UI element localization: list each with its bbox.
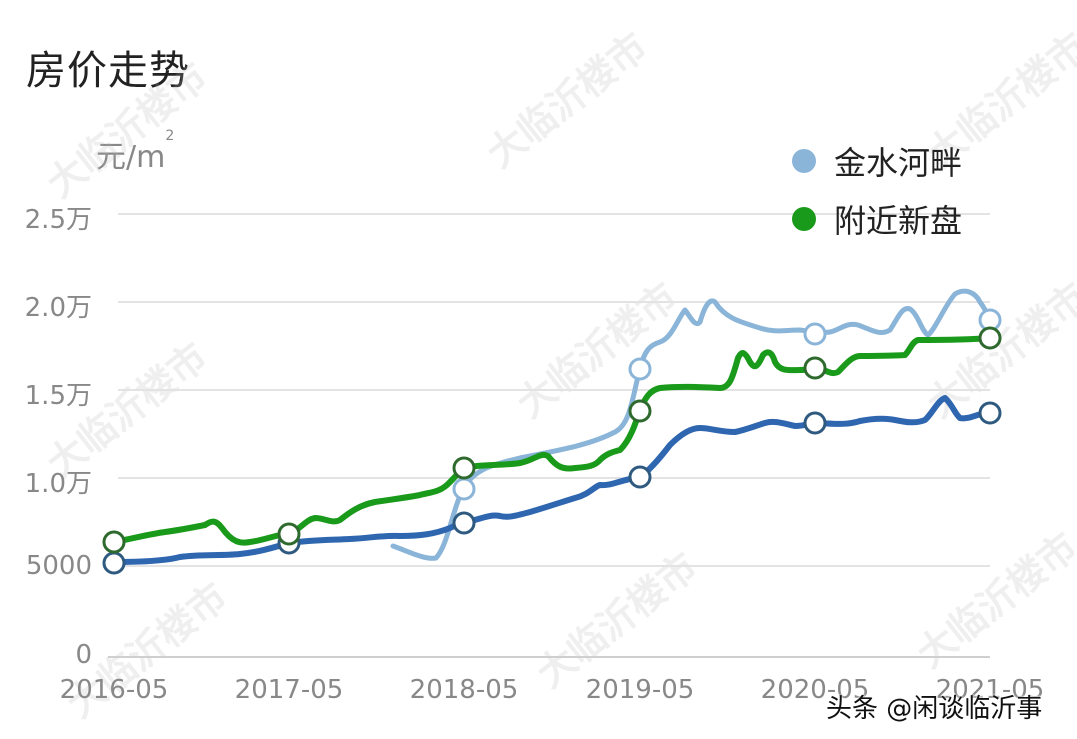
y-tick-label: 5000 [25,551,92,581]
legend-item-fujinxinpan[interactable]: 附近新盘 [792,190,962,248]
y-tick-label: 0 [75,640,92,670]
legend: 金水河畔 附近新盘 [792,132,962,248]
markers-jinshuihepan [452,308,1002,501]
legend-item-jinshuihepan[interactable]: 金水河畔 [792,132,962,190]
y-tick-label: 1.0万 [24,469,92,499]
x-tick-label: 2016-05 [59,675,169,705]
x-tick-label: 2018-05 [409,675,519,705]
legend-dot-icon [792,149,816,173]
y-tick-label: 2.5万 [24,205,92,235]
markers-dark-blue [102,401,1002,575]
series-line-fujinxinpan [111,335,993,546]
source-credit: 头条 @闲谈临沂事 [826,694,1043,724]
y-axis-unit: 元/m2 [96,128,175,175]
x-tick-label: 2019-05 [585,675,695,705]
series-line-dark-blue [111,395,993,565]
x-tick-label: 2017-05 [234,675,344,705]
legend-label: 金水河畔 [834,144,963,182]
markers-fujinxinpan [102,326,1002,554]
x-tick-label: 2020-05 [760,675,870,705]
legend-label: 附近新盘 [834,202,963,240]
chart-title: 房价走势 [26,48,190,94]
x-tick-label: 2021-05 [935,675,1045,705]
gridlines [118,213,990,567]
y-tick-label: 2.0万 [24,293,92,323]
series-line-jinshuihepan [390,288,993,561]
y-tick-label: 1.5万 [24,381,92,411]
legend-dot-icon [792,207,816,231]
